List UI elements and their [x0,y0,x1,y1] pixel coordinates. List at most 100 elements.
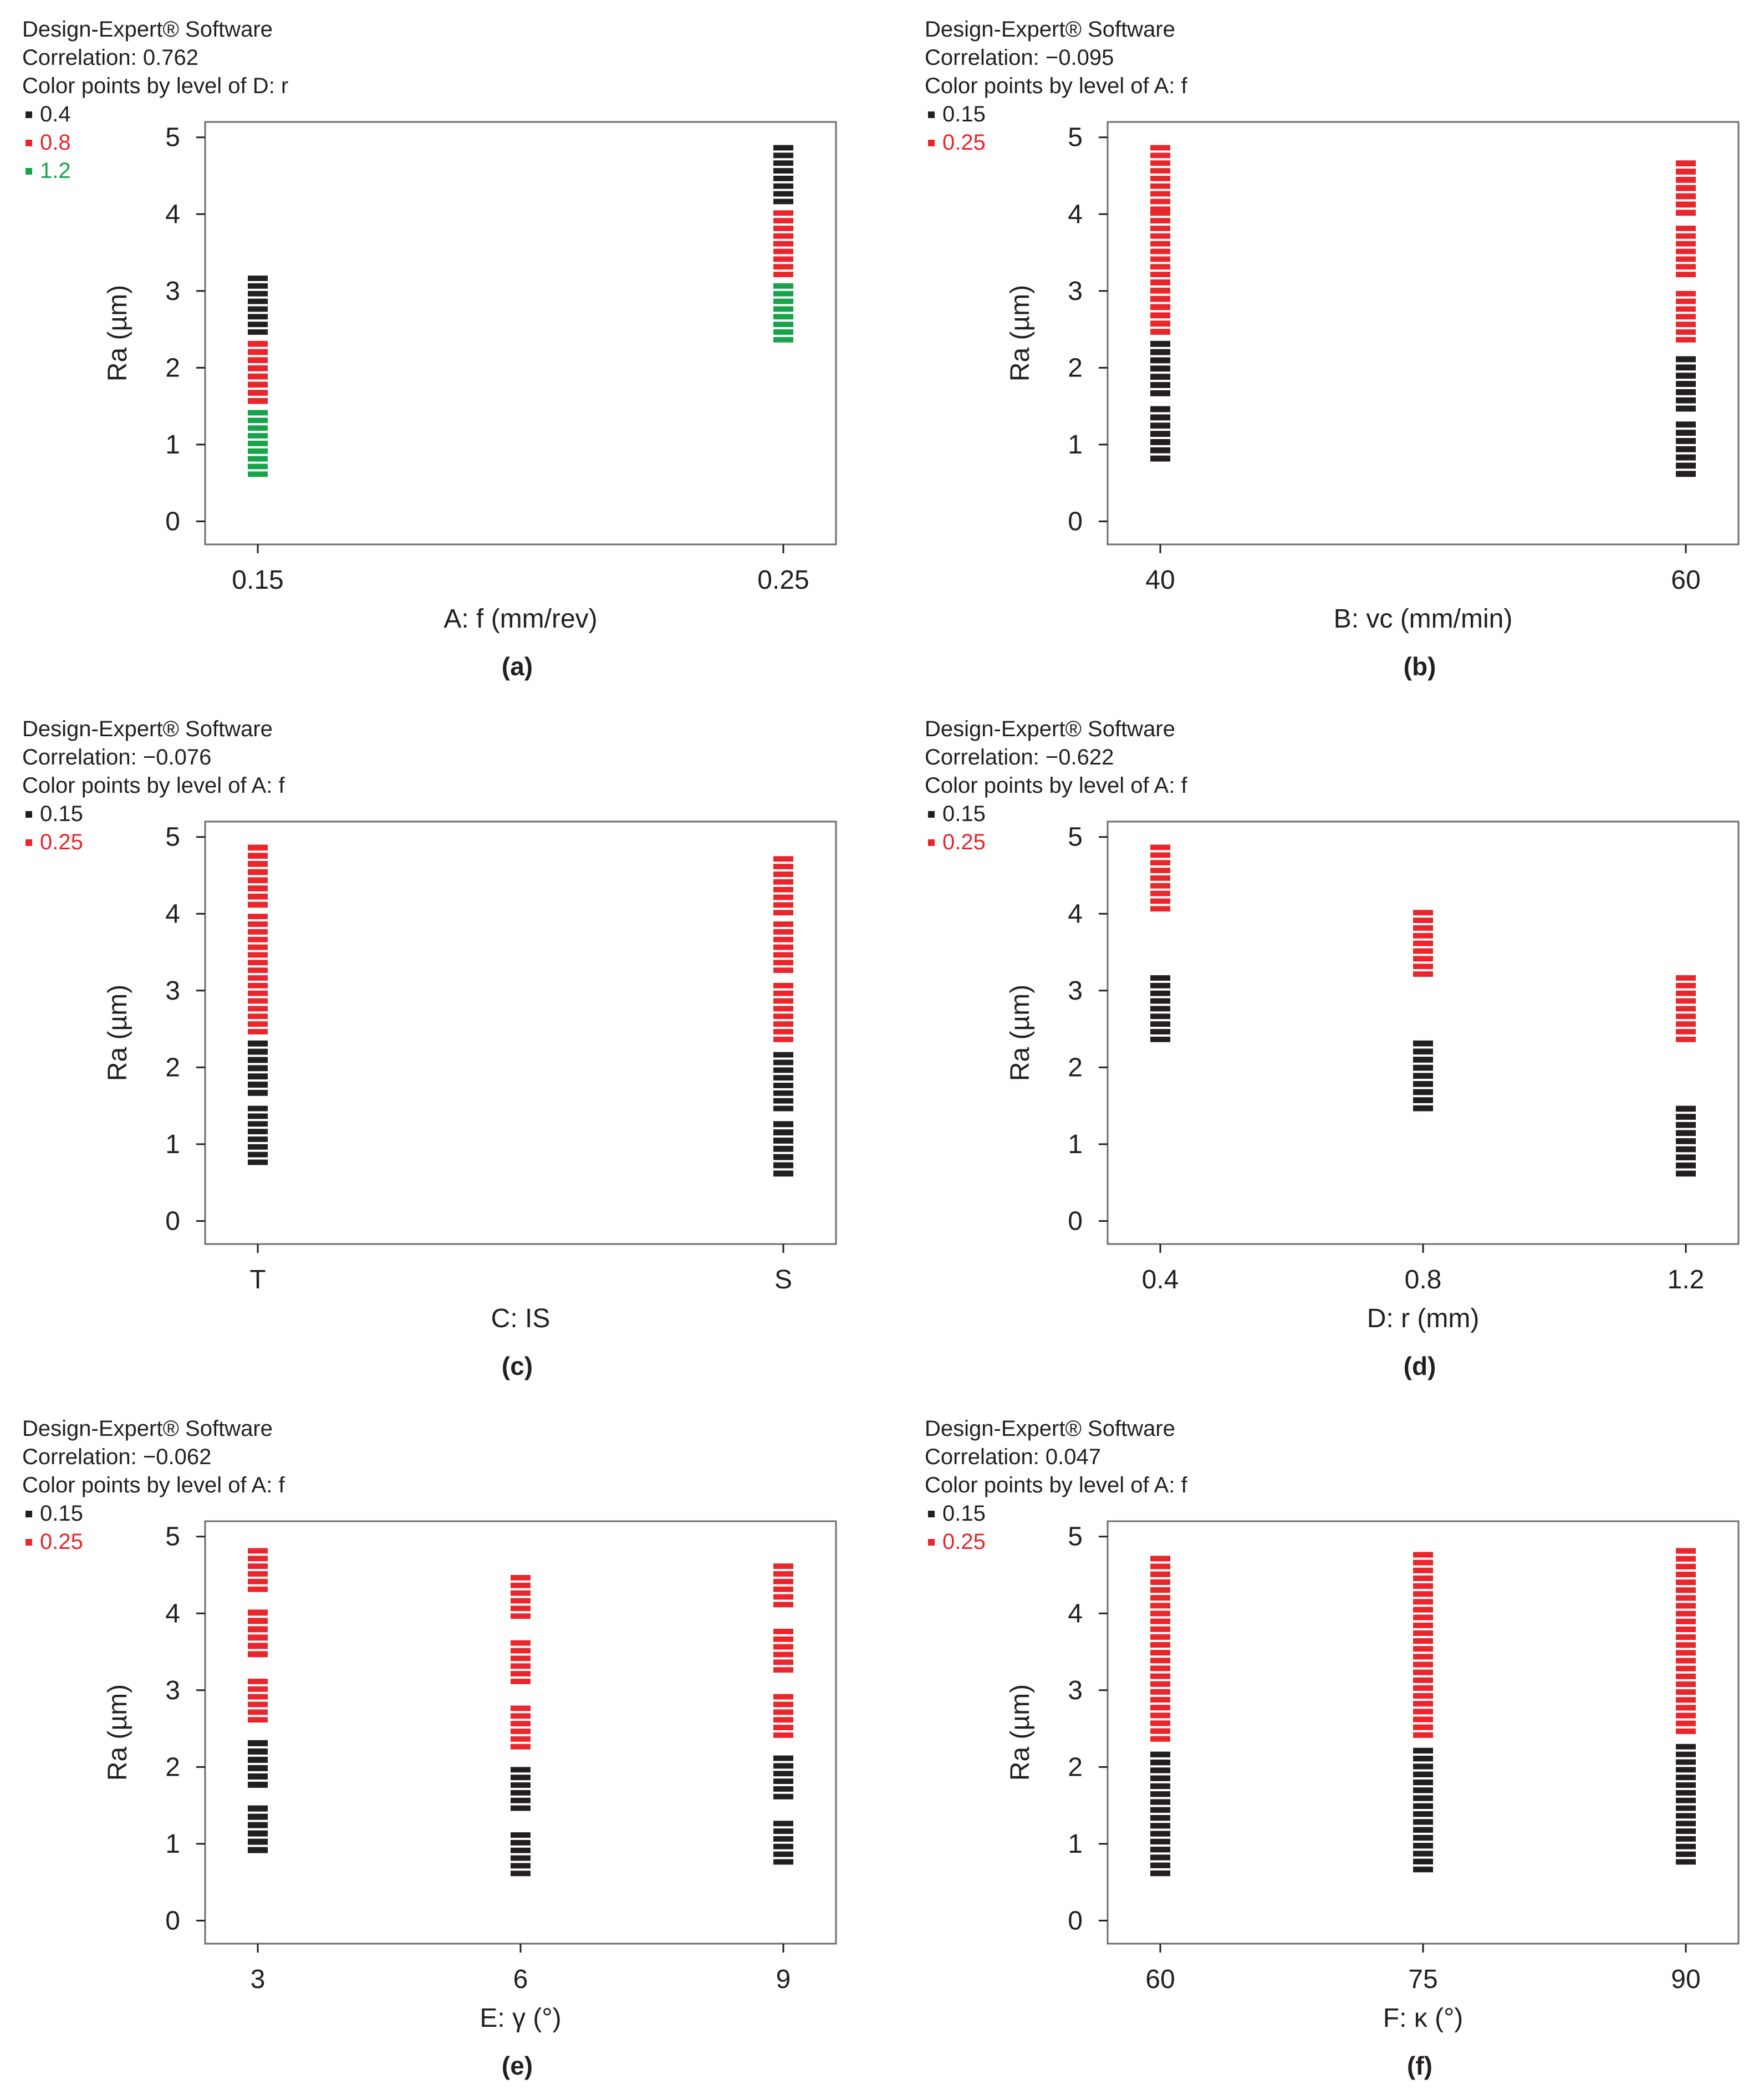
legend-swatch [26,811,32,818]
data-point [773,929,793,935]
data-point [1413,1811,1433,1817]
data-point [1150,1728,1170,1734]
y-tick-label: 0 [165,507,180,536]
data-point [1676,405,1696,412]
data-point [248,456,268,462]
data-point [248,1006,268,1012]
data-point [1676,1705,1696,1711]
correlation-text: Correlation: −0.062 [22,1445,212,1469]
data-point [511,1805,531,1811]
data-point [248,1013,268,1020]
data-point [248,1740,268,1746]
point-group [1676,1548,1696,1734]
legend-entry: 0.15 [925,100,1187,129]
data-point [773,1563,793,1569]
data-point [248,1781,268,1788]
data-point [511,1782,531,1788]
data-point [1413,1771,1433,1777]
legend-entry: 0.25 [22,828,285,857]
data-point [248,960,268,966]
data-point [1150,1775,1170,1781]
data-point [773,1129,793,1136]
point-group [773,921,793,973]
data-point [1413,964,1433,970]
data-point [248,298,268,304]
data-point [1150,439,1170,445]
data-point [1413,1622,1433,1628]
data-point [1676,1021,1696,1027]
color-by-text: Color points by level of A: f [925,74,1187,98]
data-point [1413,1827,1433,1833]
legend-swatch [928,1538,935,1546]
y-tick-label: 2 [165,353,180,383]
data-point [773,145,793,151]
legend-swatch [928,811,935,818]
data-point [773,1725,793,1730]
data-point [1413,1583,1433,1589]
data-point [248,998,268,1004]
data-point [773,298,793,304]
data-point [773,864,793,870]
legend-label: 0.15 [942,1501,986,1526]
data-point [773,1851,793,1857]
data-point [773,1098,793,1104]
data-point [248,1563,268,1569]
data-point [1676,1154,1696,1160]
data-point [1413,956,1433,962]
data-point [1150,168,1170,174]
data-point [248,1765,268,1771]
data-point [511,1713,531,1719]
data-point [511,1705,531,1711]
data-point [1150,1736,1170,1742]
data-point [248,1634,268,1641]
legend-label: 0.4 [40,102,71,126]
y-tick-label: 5 [165,123,180,152]
data-point [1676,1728,1696,1734]
data-point [511,1797,531,1803]
data-point [1150,1823,1170,1829]
data-point [1676,1797,1696,1803]
data-point [1676,1665,1696,1671]
chart-svg: 0 1 2 3 4 5 Ra (µm) 0.4 0.8 1.2 D: r (mm) (d) [1006,820,1740,1380]
data-point [248,982,268,988]
data-point [1676,356,1696,363]
y-tick-label: 3 [165,1676,180,1705]
data-point [511,1729,531,1734]
data-point [773,210,793,216]
data-point [511,1605,531,1612]
data-point [1413,1787,1433,1793]
x-tick-label: 75 [1408,1965,1437,1994]
data-point [1413,1614,1433,1620]
data-point [1676,290,1696,297]
data-point [1150,1650,1170,1656]
data-point [1150,1799,1170,1805]
data-point [1676,1006,1696,1012]
data-point [1676,298,1696,304]
data-point [1150,998,1170,1004]
data-point [773,879,793,885]
data-point [773,921,793,927]
data-point [248,1578,268,1584]
data-point [248,1129,268,1135]
data-point [1150,374,1170,380]
y-tick-label: 2 [165,1752,180,1782]
data-point [1676,438,1696,444]
data-point [1676,990,1696,996]
data-point [773,1013,793,1020]
data-point [511,1744,531,1750]
data-point [248,1748,268,1755]
data-point [1413,1685,1433,1691]
data-point [1413,1661,1433,1668]
data-point [1150,304,1170,310]
data-point [1150,357,1170,364]
legend-swatch [26,1510,32,1517]
data-point [248,952,268,958]
legend-entry: 0.15 [22,800,285,828]
data-point [511,1663,531,1669]
data-point [773,1843,793,1849]
data-point [1676,160,1696,167]
y-tick-label: 4 [1068,899,1083,929]
panel-label: (f) [1407,2051,1432,2080]
data-point [1413,1073,1433,1079]
data-point [773,1090,793,1096]
